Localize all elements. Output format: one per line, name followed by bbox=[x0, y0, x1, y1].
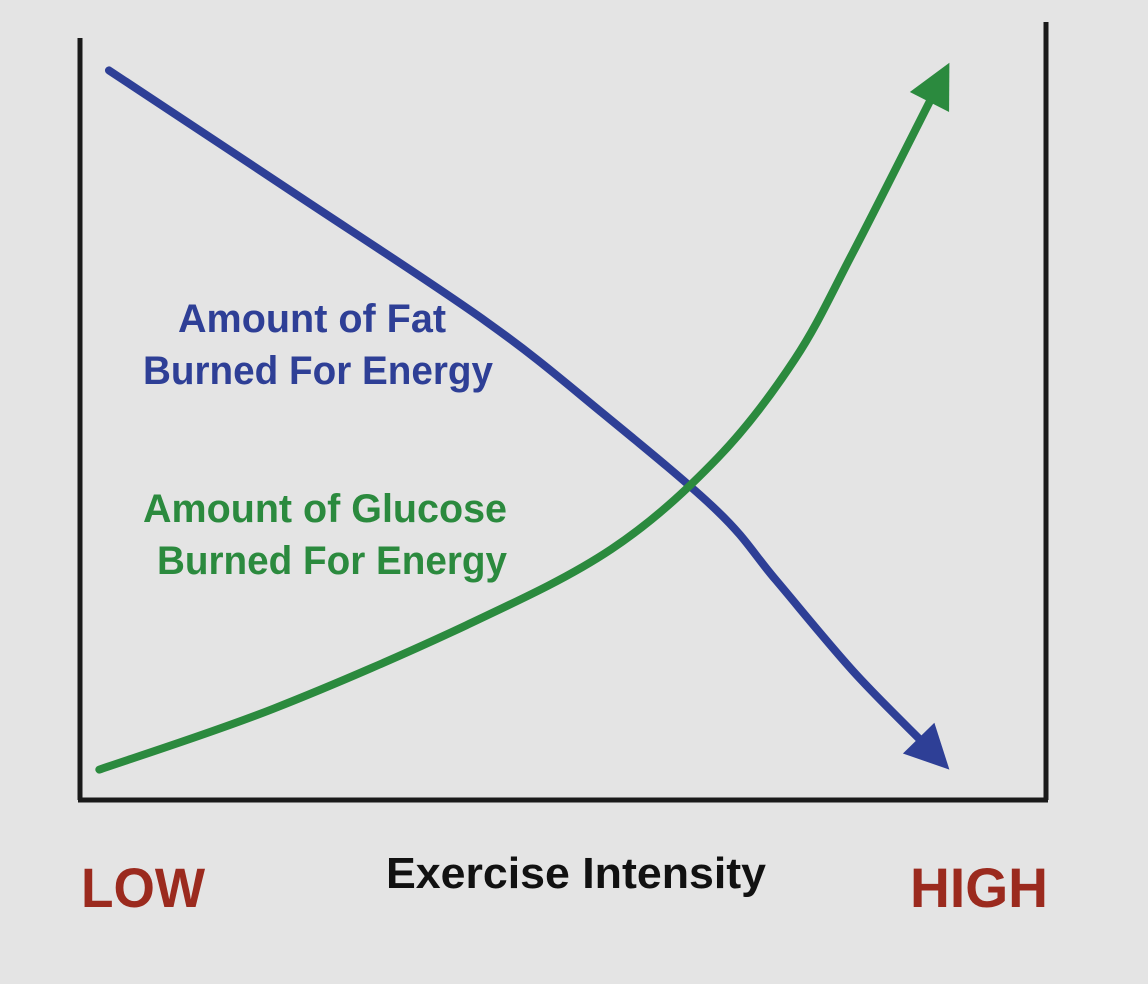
fat-series-label-line-1: Amount of Fat bbox=[178, 297, 446, 341]
glucose-series-label-line-2: Burned For Energy bbox=[157, 539, 508, 583]
glucose-series-arrowhead bbox=[909, 62, 950, 112]
glucose-series-line bbox=[95, 92, 937, 774]
x-tick-label-low: LOW bbox=[81, 856, 205, 919]
labels-layer: Amount of Fat Burned For Energy Amount o… bbox=[81, 297, 1048, 919]
fat-series-arrowhead bbox=[902, 722, 950, 770]
glucose-series-label-line-1: Amount of Glucose bbox=[143, 487, 507, 531]
fat-series-label-line-2: Burned For Energy bbox=[143, 349, 494, 393]
axes-frame bbox=[77, 22, 1049, 803]
x-axis-title: Exercise Intensity bbox=[386, 849, 767, 898]
x-tick-label-high: HIGH bbox=[910, 856, 1048, 919]
fat-series-line bbox=[104, 66, 927, 747]
series-layer bbox=[95, 62, 950, 774]
